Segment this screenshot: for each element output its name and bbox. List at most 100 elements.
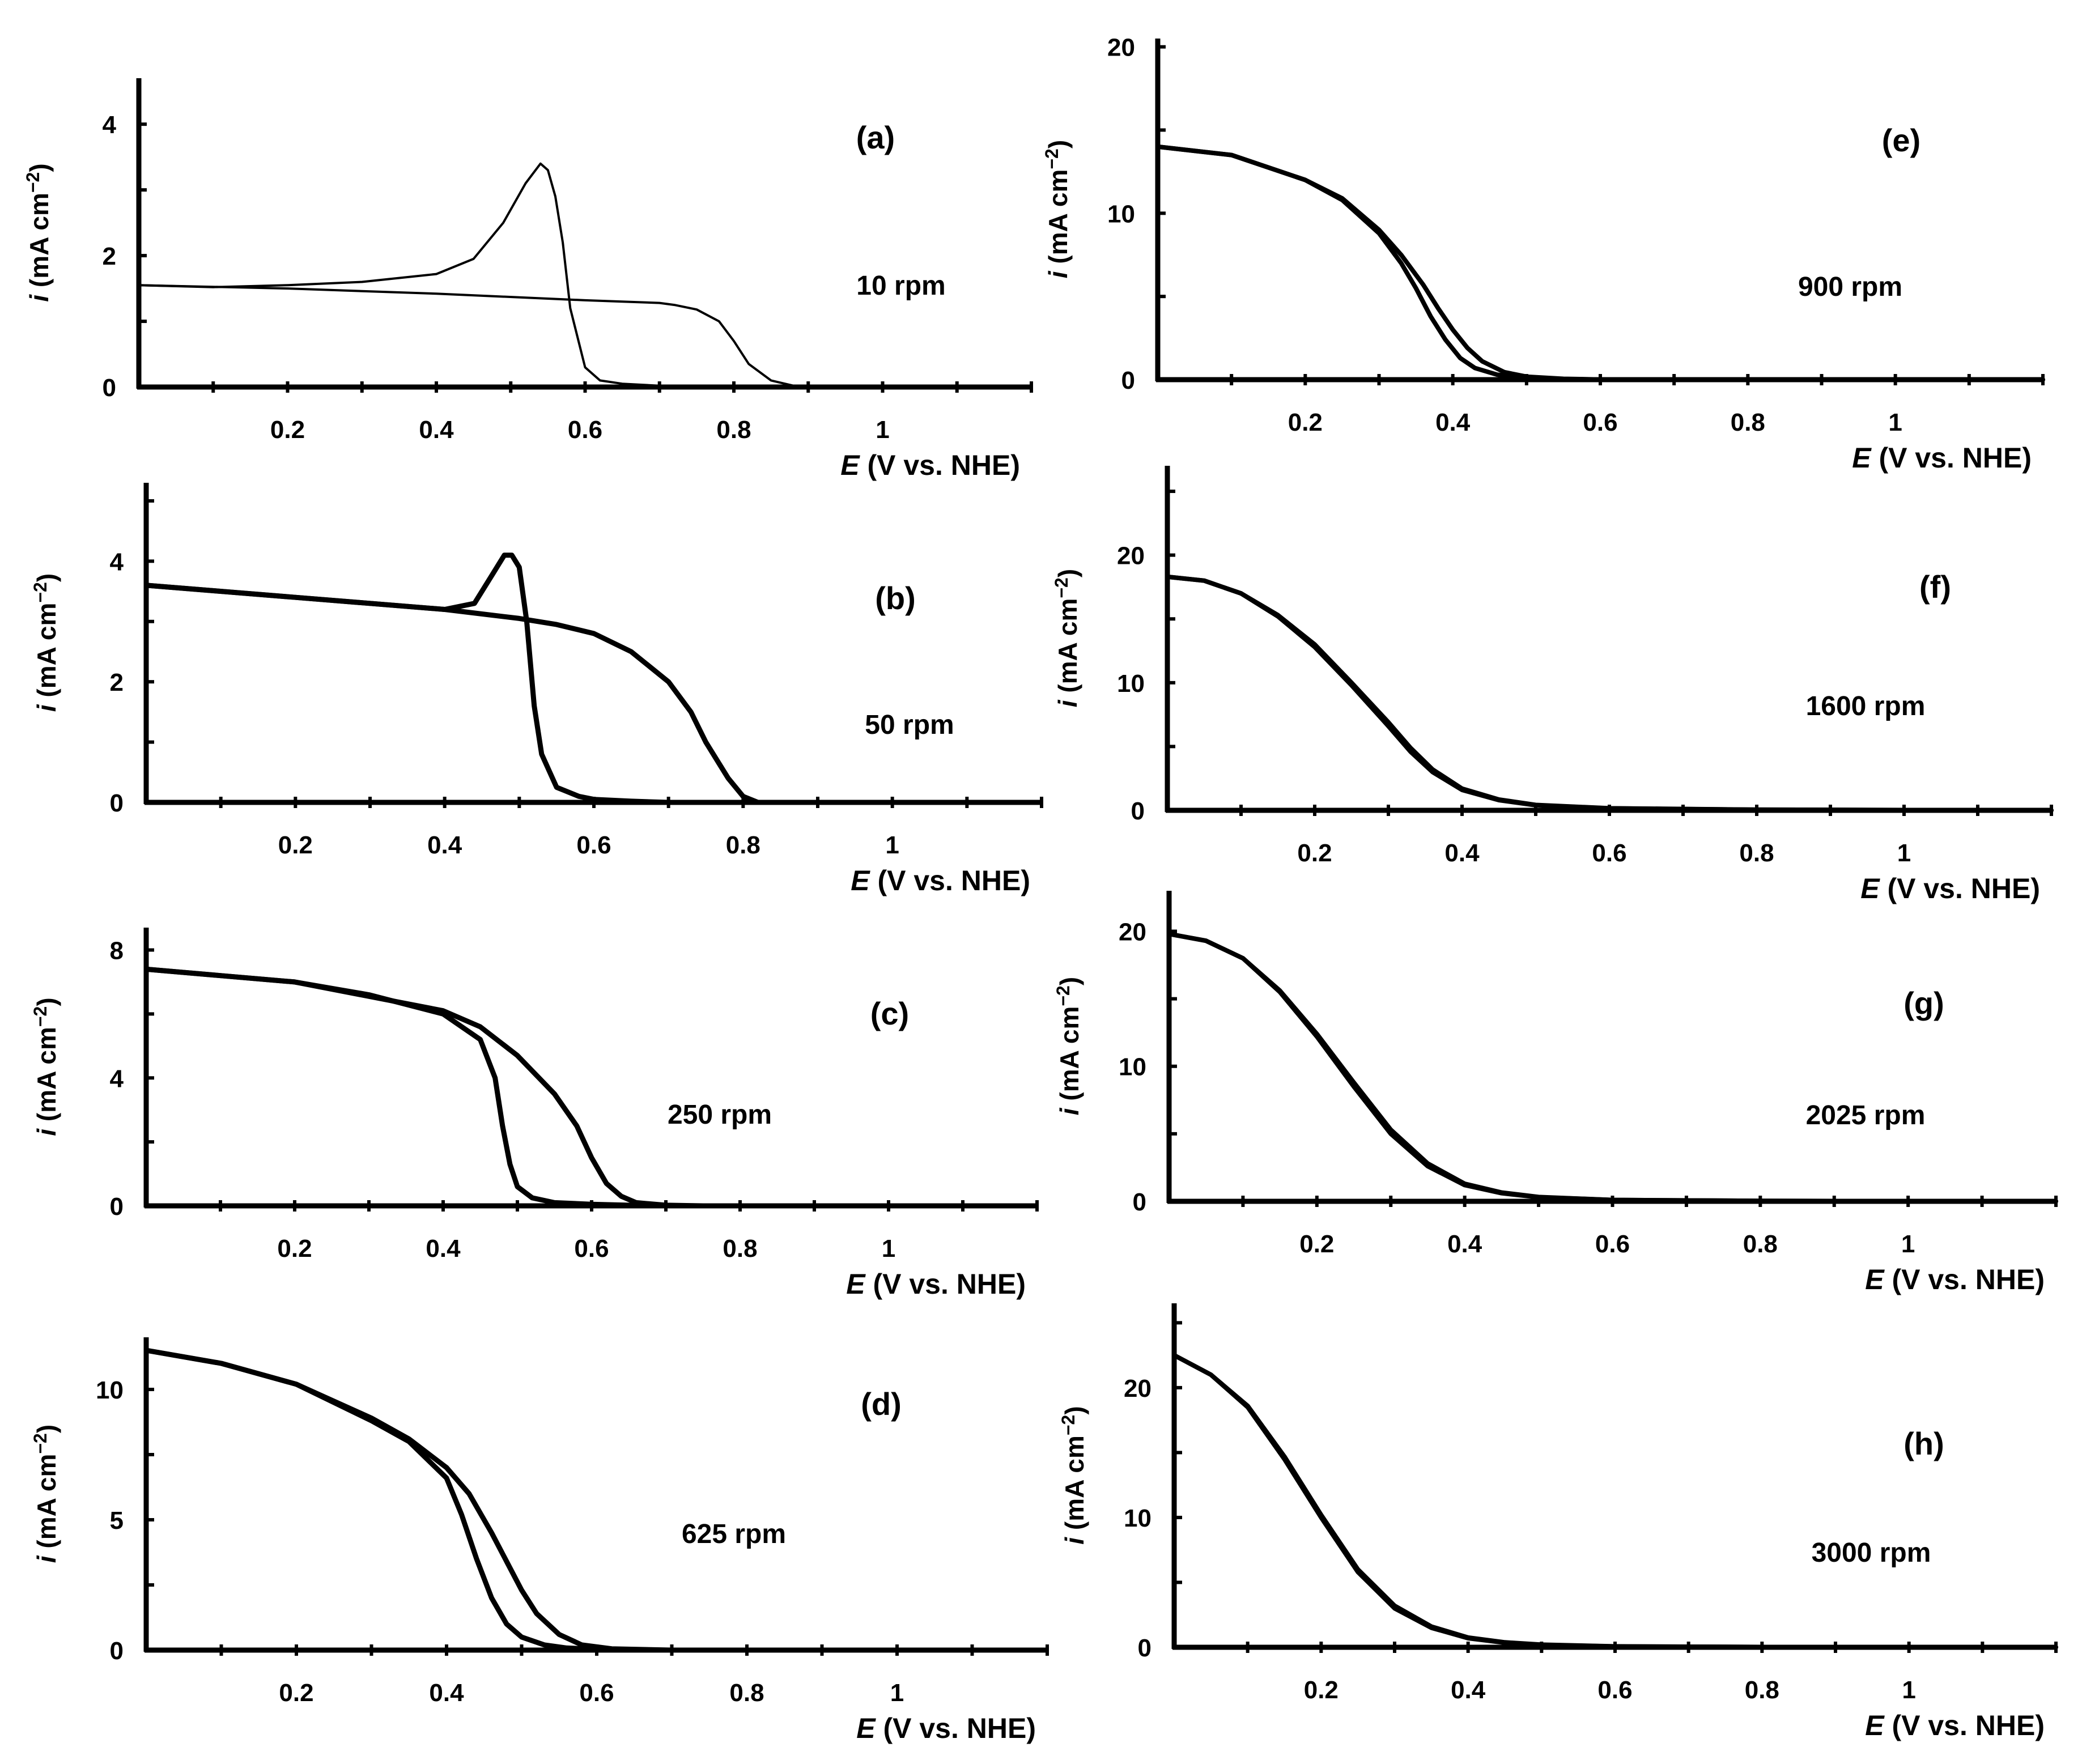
y-tick-label: 2 xyxy=(110,669,124,696)
x-tick-label: 0.2 xyxy=(1304,1676,1339,1704)
x-tick-label: 0.2 xyxy=(270,416,305,444)
x-tick-label: 0.4 xyxy=(1444,839,1480,867)
x-tick-label: 0.8 xyxy=(716,416,751,444)
rotation-rate-label: 2025 rpm xyxy=(1806,1100,1926,1130)
x-tick-label: 0.6 xyxy=(576,831,611,859)
panel-tag: (e) xyxy=(1882,122,1920,158)
y-tick-label: 5 xyxy=(110,1507,124,1535)
x-tick-label: 0.8 xyxy=(723,1235,757,1263)
rotation-rate-label: 1600 rpm xyxy=(1806,691,1926,721)
series-line-reverse xyxy=(143,1348,674,1653)
x-tick-label: 0.2 xyxy=(278,831,313,859)
y-axis-title-symbol: i xyxy=(1053,699,1082,707)
panel-tag: (b) xyxy=(875,580,916,616)
y-axis-title: i (mA cm−2) xyxy=(1053,977,1084,1115)
y-tick-label: 0 xyxy=(1138,1634,1152,1662)
x-axis-title-symbol: E xyxy=(840,449,860,481)
y-axis-title-close: ) xyxy=(1055,977,1084,985)
y-tick-label: 10 xyxy=(1119,1053,1146,1081)
y-axis-title-exponent: −2 xyxy=(30,1433,50,1453)
x-axis-title-units: (V vs. NHE) xyxy=(1880,873,2040,904)
x-axis-title: E (V vs. NHE) xyxy=(856,1712,1036,1744)
rotation-rate-label: 3000 rpm xyxy=(1812,1538,1931,1568)
y-tick-label: 0 xyxy=(110,1637,124,1665)
y-axis-title: i (mA cm−2) xyxy=(1058,1406,1089,1544)
x-tick-label: 0.6 xyxy=(574,1235,609,1263)
y-axis-title-units: (mA cm xyxy=(1043,169,1073,271)
y-tick-label: 10 xyxy=(1107,200,1135,228)
panel-tag: (f) xyxy=(1919,569,1951,605)
y-axis-title-close: ) xyxy=(1053,569,1082,577)
rotation-rate-label: 625 rpm xyxy=(682,1519,786,1549)
x-tick-label: 1 xyxy=(890,1679,904,1707)
y-axis-title: i (mA cm−2) xyxy=(30,997,61,1136)
x-tick-label: 0.4 xyxy=(427,831,462,859)
x-tick-label: 0.6 xyxy=(579,1679,614,1707)
y-axis-title-exponent: −2 xyxy=(1042,148,1062,169)
series-line-forward xyxy=(1172,1353,2058,1650)
x-tick-label: 0.4 xyxy=(1451,1676,1486,1704)
y-axis-title-units: (mA cm xyxy=(24,193,54,295)
x-tick-label: 1 xyxy=(1902,1676,1915,1704)
y-axis-title: i (mA cm−2) xyxy=(30,573,61,712)
x-axis-title-units: (V vs. NHE) xyxy=(1884,1264,2045,1295)
x-axis-title: E (V vs. NHE) xyxy=(1865,1710,2045,1741)
series-line-forward xyxy=(138,162,661,387)
y-tick-label: 10 xyxy=(96,1376,124,1404)
x-tick-label: 0.4 xyxy=(1435,409,1471,436)
x-tick-label: 0.6 xyxy=(1595,1230,1630,1258)
x-axis-title: E (V vs. NHE) xyxy=(851,865,1030,896)
x-axis-title: E (V vs. NHE) xyxy=(1852,442,2032,474)
x-tick-label: 0.6 xyxy=(568,416,602,444)
x-tick-label: 0.8 xyxy=(726,831,760,859)
y-tick-label: 4 xyxy=(103,111,117,139)
y-axis-title-units: (mA cm xyxy=(1055,1006,1084,1108)
x-tick-label: 0.4 xyxy=(419,416,454,444)
y-axis-title-exponent: −2 xyxy=(1053,985,1073,1006)
x-tick-label: 0.8 xyxy=(1743,1230,1778,1258)
series-line-reverse xyxy=(1165,574,2054,813)
rotation-rate-label: 900 rpm xyxy=(1798,272,1902,302)
series-line-reverse xyxy=(1167,932,2058,1204)
x-axis-title-units: (V vs. NHE) xyxy=(876,1712,1036,1744)
y-tick-label: 0 xyxy=(1133,1188,1146,1216)
y-axis-title-exponent: −2 xyxy=(23,172,43,193)
x-tick-label: 1 xyxy=(882,1235,895,1263)
rotation-rate-label: 50 rpm xyxy=(865,710,954,740)
x-axis-title-units: (V vs. NHE) xyxy=(860,449,1020,481)
x-tick-label: 0.6 xyxy=(1583,409,1617,436)
series-line-reverse xyxy=(138,284,810,388)
y-axis-title-units: (mA cm xyxy=(1053,598,1082,700)
y-tick-label: 20 xyxy=(1107,34,1135,62)
y-tick-label: 20 xyxy=(1117,542,1145,570)
y-tick-label: 8 xyxy=(110,937,124,965)
x-axis-title-units: (V vs. NHE) xyxy=(870,865,1030,896)
panel-tag: (a) xyxy=(856,120,895,155)
panel-tag: (h) xyxy=(1903,1426,1944,1461)
x-tick-label: 0.4 xyxy=(429,1679,464,1707)
y-tick-label: 0 xyxy=(1121,367,1135,394)
x-tick-label: 1 xyxy=(1888,409,1902,436)
y-tick-label: 0 xyxy=(110,789,124,817)
y-axis-title-close: ) xyxy=(1060,1406,1089,1414)
x-axis-title-symbol: E xyxy=(1865,1710,1885,1741)
y-axis-title-symbol: i xyxy=(24,294,54,302)
x-axis-title-symbol: E xyxy=(1860,873,1880,904)
y-axis-title-close: ) xyxy=(32,573,61,582)
x-tick-label: 1 xyxy=(1901,1230,1915,1258)
x-tick-label: 0.2 xyxy=(279,1679,313,1707)
y-axis-title-exponent: −2 xyxy=(1051,577,1072,598)
y-tick-label: 20 xyxy=(1124,1375,1152,1402)
rotation-rate-label: 10 rpm xyxy=(856,271,945,301)
x-tick-label: 0.2 xyxy=(1288,409,1323,436)
y-axis-title-symbol: i xyxy=(1060,1537,1089,1545)
x-axis-title: E (V vs. NHE) xyxy=(1865,1264,2045,1295)
x-axis-title-symbol: E xyxy=(851,865,870,896)
x-axis-title-symbol: E xyxy=(1865,1264,1885,1295)
x-tick-label: 0.2 xyxy=(1299,1230,1334,1258)
series-line-reverse xyxy=(143,966,706,1209)
series-line-reverse xyxy=(1172,1353,2058,1650)
